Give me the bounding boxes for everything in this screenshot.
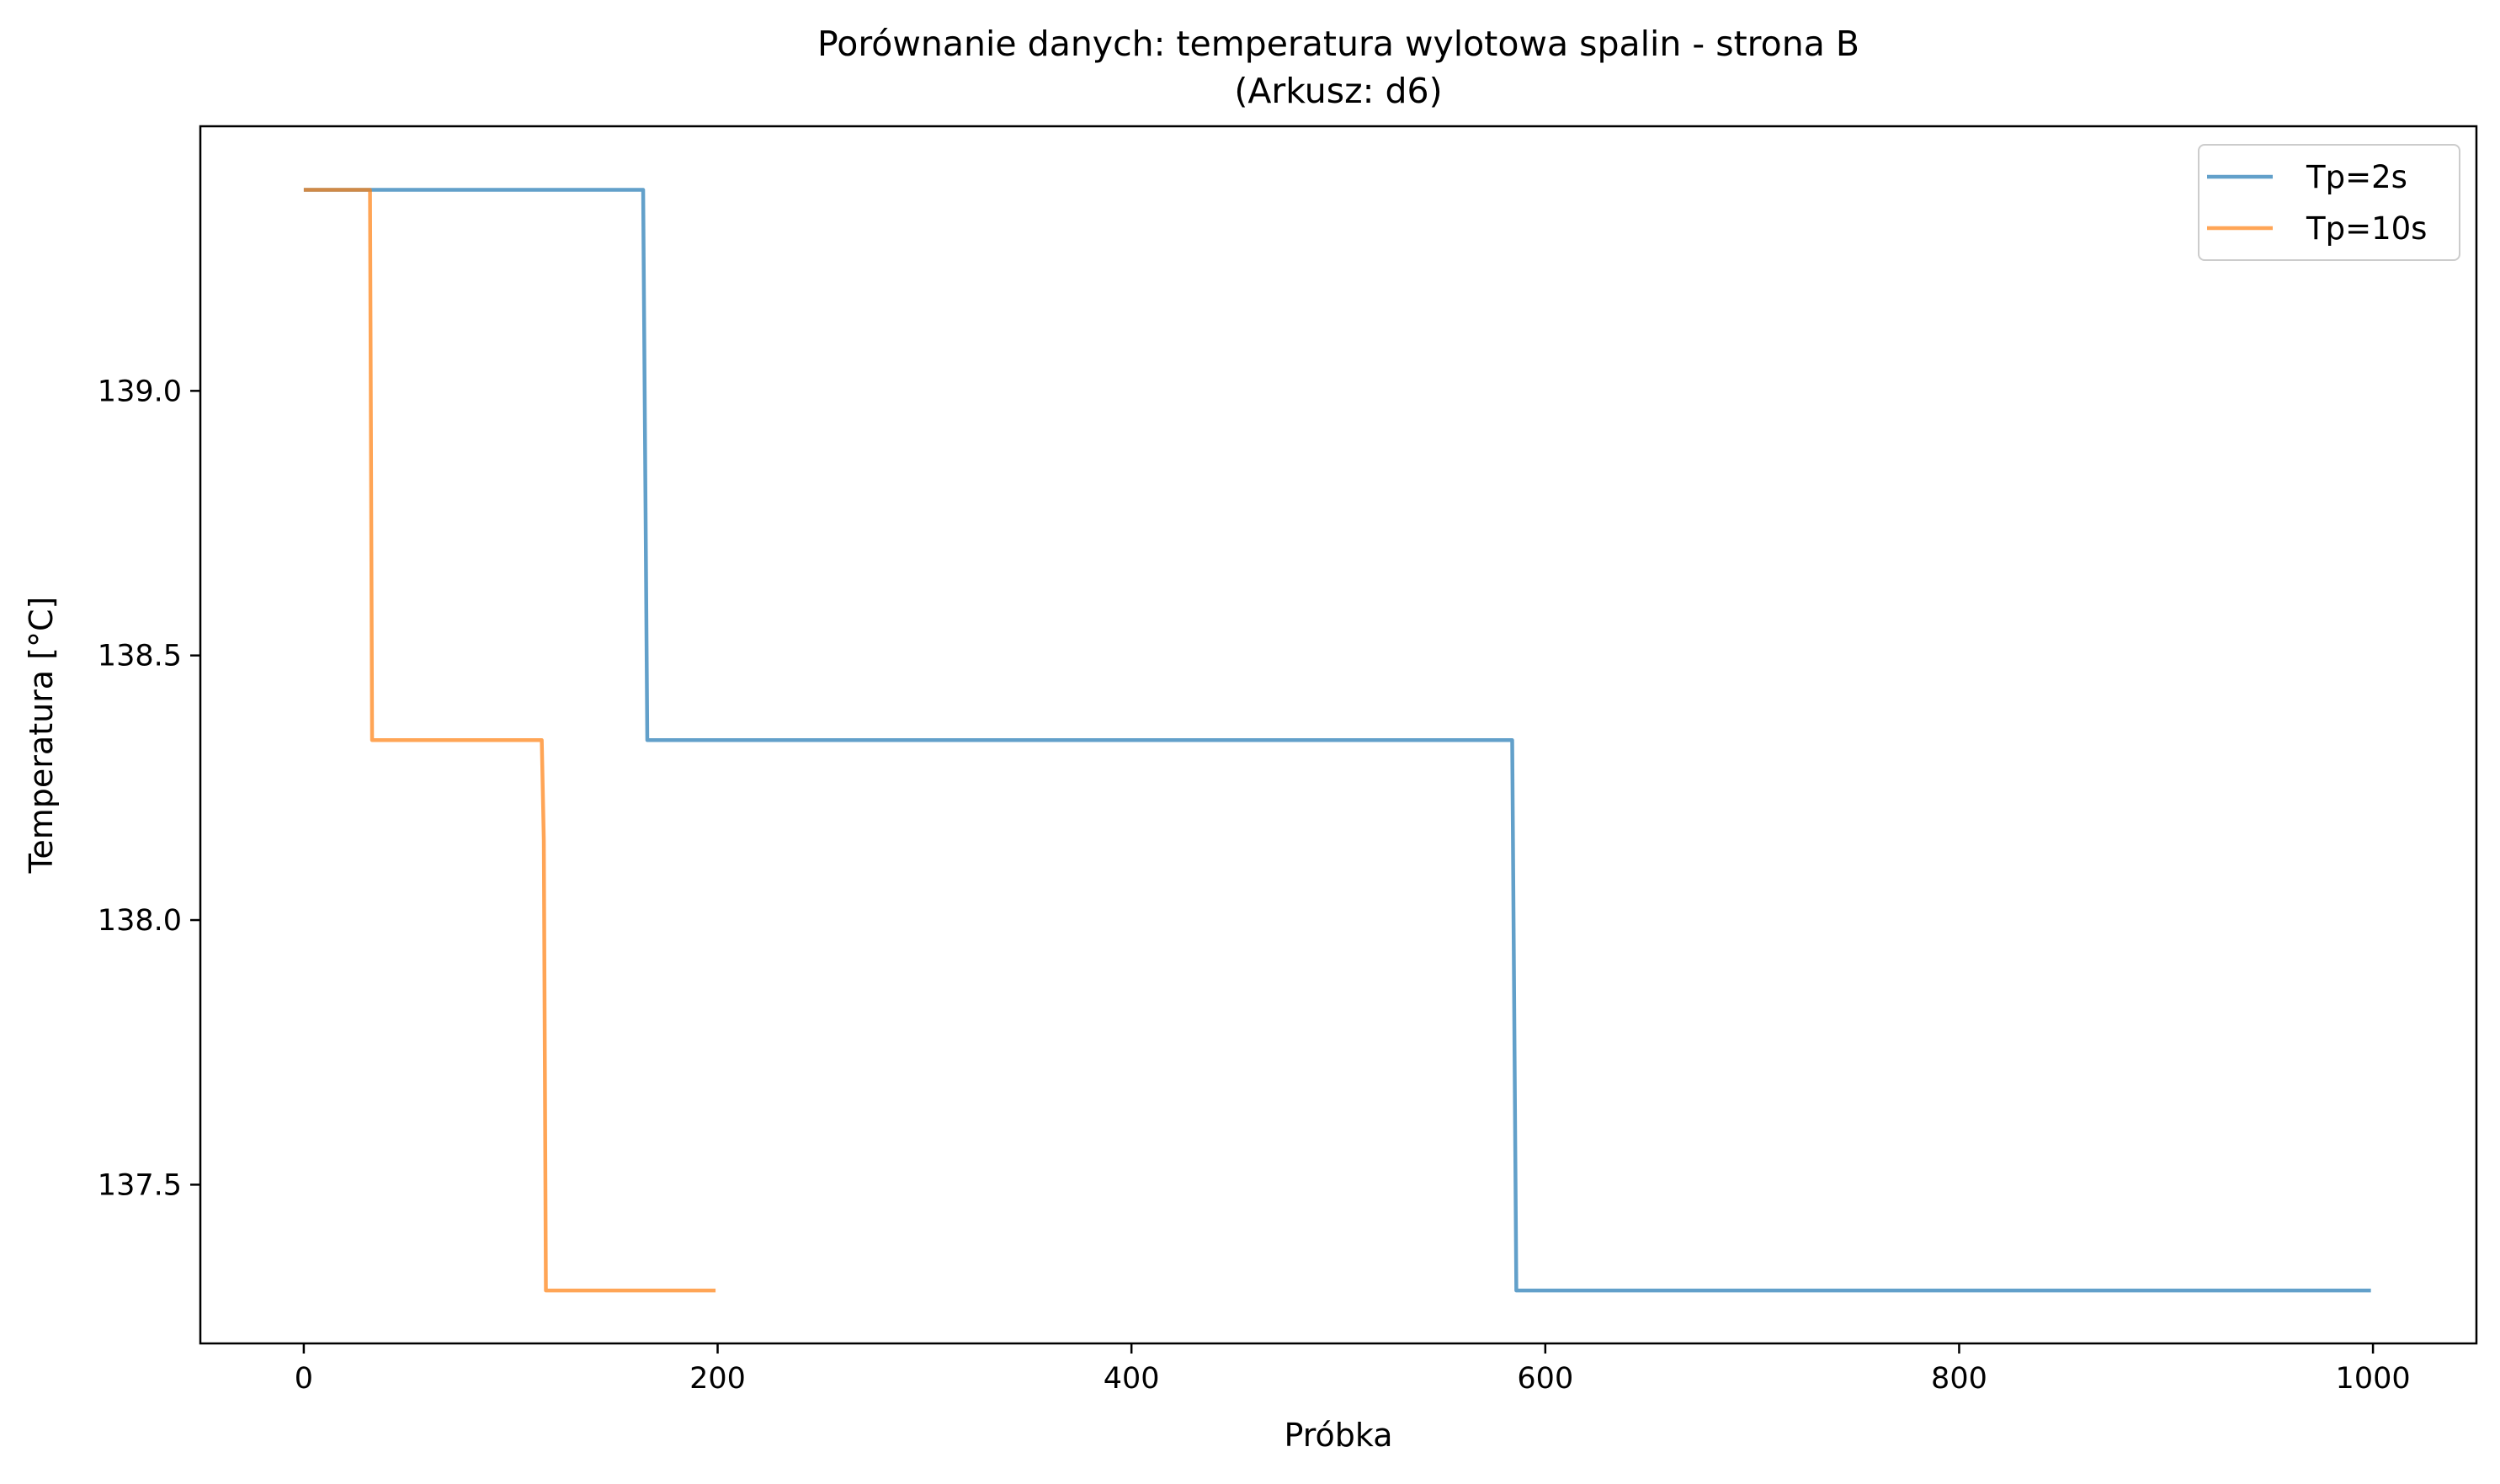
x-axis: 0 200 400 600 800 1000 xyxy=(295,1343,2411,1396)
y-tick-label: 139.0 xyxy=(98,375,182,408)
chart-subtitle: (Arkusz: d6) xyxy=(1234,71,1442,111)
x-tick-label: 1000 xyxy=(2336,1362,2411,1396)
y-axis: 137.5 138.0 138.5 139.0 xyxy=(98,375,200,1202)
legend: Tp=2s Tp=10s xyxy=(2198,144,2460,261)
series-line-tp-10s xyxy=(303,188,716,1293)
x-tick-label: 0 xyxy=(295,1362,313,1396)
series-line-tp-2s xyxy=(303,188,2371,1293)
x-tick-label: 800 xyxy=(1931,1362,1987,1396)
y-tick-label: 138.5 xyxy=(98,640,182,673)
x-tick-label: 200 xyxy=(689,1362,746,1396)
legend-label-tp-10s: Tp=10s xyxy=(2306,210,2427,247)
x-tick-label: 600 xyxy=(1517,1362,1573,1396)
plot-frame xyxy=(199,125,2478,1345)
x-tick-label: 400 xyxy=(1104,1362,1160,1396)
y-tick-label: 137.5 xyxy=(98,1168,182,1202)
series-layer xyxy=(303,188,2371,1293)
legend-label-tp-2s: Tp=2s xyxy=(2306,159,2407,195)
x-axis-label: Próbka xyxy=(1284,1417,1392,1454)
legend-box xyxy=(2198,144,2460,261)
chart-title: Porównanie danych: temperatura wylotowa … xyxy=(817,24,1859,64)
y-axis-label: Temperatura [°C] xyxy=(23,597,60,875)
y-tick-label: 138.0 xyxy=(98,904,182,938)
